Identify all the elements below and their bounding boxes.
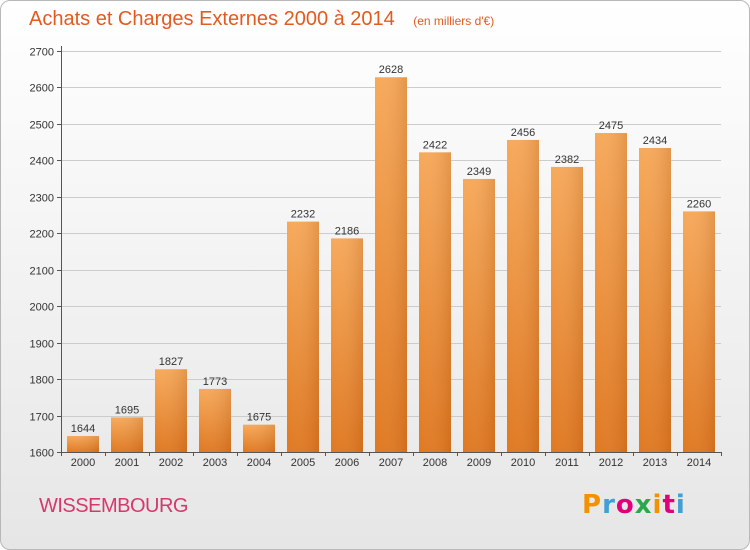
logo-letter: t	[662, 490, 676, 520]
x-tick-label-2006: 2006	[335, 457, 359, 469]
bar-shade-2003	[199, 388, 231, 452]
y-tick-label: 2300	[30, 193, 54, 205]
value-label-2002: 1827	[159, 356, 183, 368]
y-tick-label: 1800	[30, 375, 54, 387]
bar-shade-2009	[463, 178, 495, 453]
x-tick-label-2000: 2000	[71, 457, 95, 469]
commune-name: WISSEMBOURG	[39, 495, 188, 517]
logo-letter: i	[652, 490, 663, 520]
y-tick-label: 2100	[30, 266, 54, 278]
bar-shade-2005	[287, 221, 319, 452]
logo-letter: r	[602, 490, 616, 520]
axes: 1600 1700 1800 1900 2000 2100 2200 2300 2400 2500…	[30, 46, 722, 469]
bar-shade-2008	[419, 152, 451, 453]
value-label-2013: 2434	[643, 135, 667, 147]
value-label-2001: 1695	[115, 404, 139, 416]
title-row: Achats et Charges Externes 2000 à 2014 (…	[29, 8, 494, 31]
y-tick-label: 1700	[30, 412, 54, 424]
value-label-2005: 2232	[291, 209, 315, 221]
value-label-2004: 1675	[247, 412, 271, 424]
y-tick-label: 2400	[30, 156, 54, 168]
value-label-2012: 2475	[599, 120, 623, 132]
bar-shade-2012	[595, 133, 627, 453]
value-label-2000: 1644	[71, 423, 95, 435]
x-tick-label-2014: 2014	[687, 457, 711, 469]
data-labels: 1644 1695 1827 1773 1675 2232 2186 2628 2422 2349…	[71, 64, 711, 435]
y-tick-label: 1600	[30, 448, 54, 460]
bars	[67, 77, 715, 453]
x-tick-label-2004: 2004	[247, 457, 271, 469]
bar-shade-2011	[551, 166, 583, 452]
x-tick-label-2013: 2013	[643, 457, 667, 469]
chart-title: Achats et Charges Externes 2000 à 2014	[29, 8, 395, 30]
x-tick-label-2002: 2002	[159, 457, 183, 469]
x-tick-label-2009: 2009	[467, 457, 491, 469]
value-label-2003: 1773	[203, 376, 227, 388]
logo-letter: P	[582, 490, 603, 520]
bar-shade-2010	[507, 139, 539, 452]
y-tick-label: 2700	[30, 47, 54, 59]
x-tick-label-2010: 2010	[511, 457, 535, 469]
y-tick-label: 2500	[30, 120, 54, 132]
bar-shade-2007	[375, 77, 407, 452]
value-label-2011: 2382	[555, 154, 579, 166]
y-tick-label: 1900	[30, 339, 54, 351]
value-label-2009: 2349	[467, 166, 491, 178]
value-label-2014: 2260	[687, 198, 711, 210]
x-tick-label-2003: 2003	[203, 457, 227, 469]
y-tick-label: 2600	[30, 83, 54, 95]
x-tick-label-2007: 2007	[379, 457, 403, 469]
x-tick-label-2011: 2011	[555, 457, 579, 469]
value-label-2008: 2422	[423, 139, 447, 151]
x-tick-label-2008: 2008	[423, 457, 447, 469]
bar-shade-2001	[111, 417, 143, 452]
logo-letter: x	[634, 490, 653, 520]
x-tick-label-2012: 2012	[599, 457, 623, 469]
bar-shade-2000	[67, 435, 99, 452]
value-label-2010: 2456	[511, 127, 535, 139]
bar-shade-2006	[331, 238, 363, 452]
x-tick-label-2001: 2001	[115, 457, 139, 469]
bar-shade-2002	[155, 369, 187, 452]
y-tick-label: 2000	[30, 302, 54, 314]
bar-shade-2004	[243, 424, 275, 452]
logo-letter: o	[615, 490, 635, 520]
x-tick-label-2005: 2005	[291, 457, 315, 469]
bar-shade-2013	[639, 147, 671, 452]
logo-letter: i	[675, 490, 686, 520]
value-label-2007: 2628	[379, 64, 403, 76]
proxiti-logo[interactable]: Proxiti	[582, 490, 686, 520]
value-label-2006: 2186	[335, 225, 359, 237]
bar-shade-2014	[683, 211, 715, 452]
chart-subtitle: (en milliers d'€)	[413, 14, 495, 28]
y-tick-label: 2200	[30, 229, 54, 241]
